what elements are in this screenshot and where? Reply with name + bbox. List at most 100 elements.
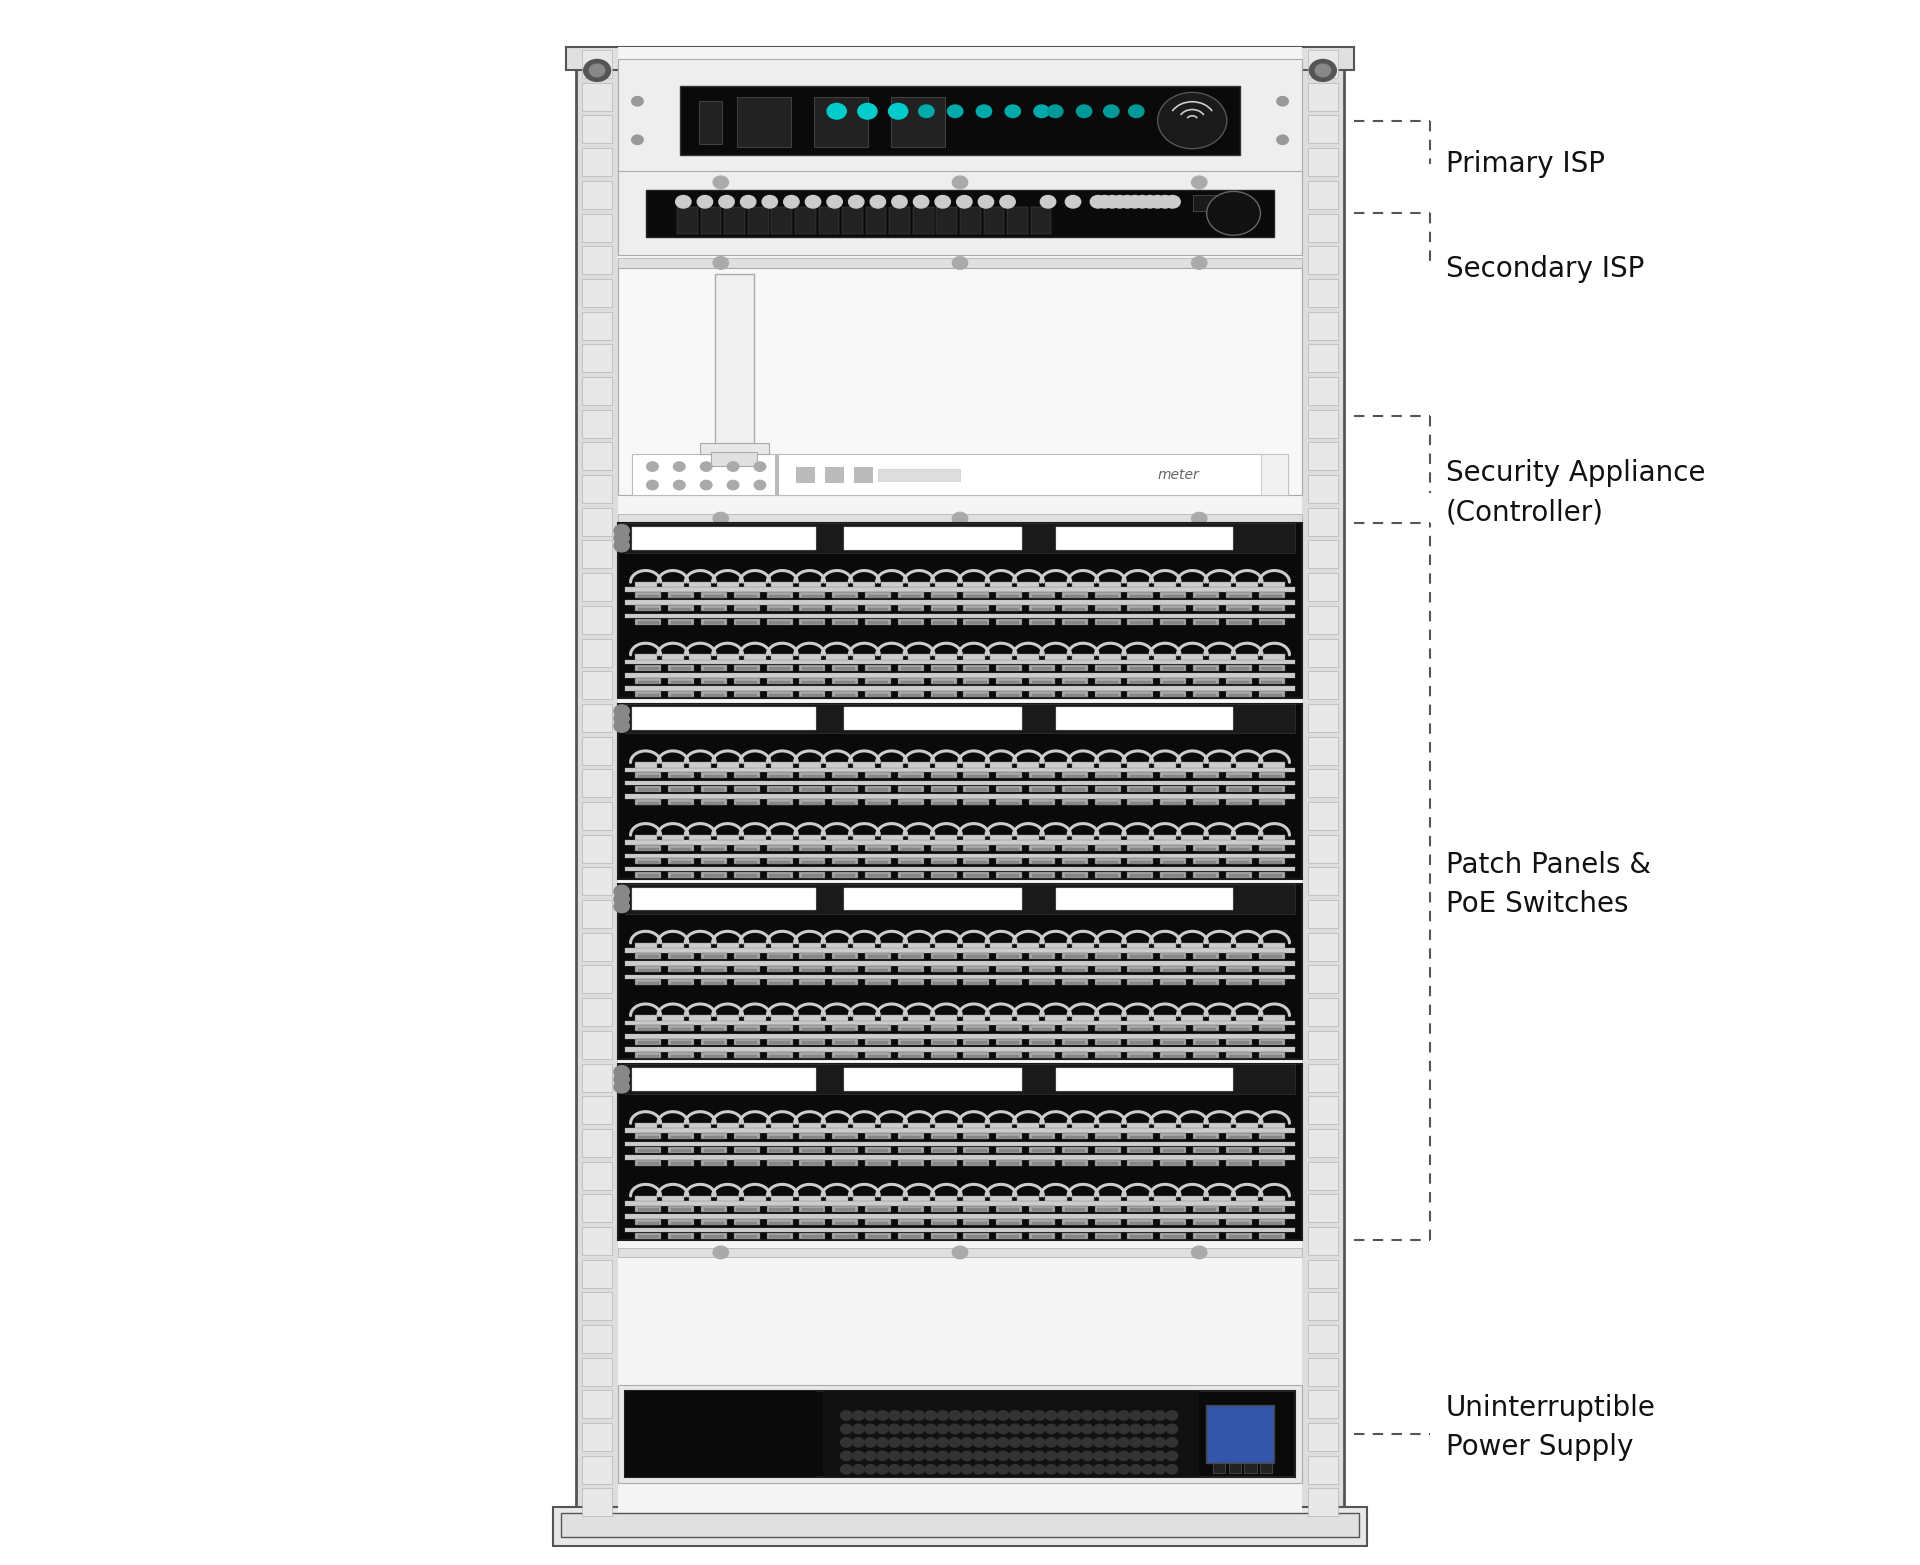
Bar	[803, 667, 822, 670]
Bar	[636, 966, 660, 972]
Bar	[1164, 1136, 1183, 1139]
Bar	[733, 980, 760, 986]
Bar	[1192, 980, 1219, 986]
Bar	[852, 1124, 876, 1128]
Bar	[1229, 801, 1250, 804]
Circle shape	[712, 177, 728, 189]
Bar	[868, 1163, 889, 1166]
Bar	[908, 654, 929, 660]
Bar	[831, 606, 858, 612]
Bar	[701, 773, 728, 778]
Bar	[1056, 1067, 1233, 1091]
Circle shape	[1041, 196, 1056, 208]
Bar	[831, 872, 858, 878]
Bar	[1229, 1041, 1250, 1044]
Bar	[670, 775, 691, 778]
Bar	[966, 1055, 987, 1058]
Bar	[1261, 775, 1283, 778]
Circle shape	[900, 1451, 912, 1460]
Bar	[1229, 1163, 1250, 1166]
Bar	[1192, 966, 1219, 972]
Bar	[670, 1149, 691, 1152]
Circle shape	[985, 1438, 996, 1448]
Bar	[582, 671, 612, 700]
Bar	[1308, 1423, 1338, 1451]
Bar	[1261, 1055, 1283, 1058]
Circle shape	[1010, 1451, 1021, 1460]
Bar	[733, 1160, 760, 1166]
Bar	[1196, 861, 1215, 864]
Bar	[582, 573, 612, 601]
Bar	[1181, 1124, 1204, 1128]
Bar	[900, 693, 922, 696]
Bar	[803, 875, 822, 878]
Circle shape	[1154, 1438, 1165, 1448]
Bar	[670, 1163, 691, 1166]
Bar	[1127, 1052, 1154, 1058]
Bar	[814, 97, 868, 147]
Bar	[637, 667, 659, 670]
Bar	[1225, 618, 1252, 624]
Circle shape	[925, 1465, 937, 1474]
Bar	[1181, 1016, 1204, 1020]
Bar	[1229, 848, 1250, 850]
Bar	[826, 1124, 849, 1128]
Bar	[772, 834, 793, 840]
Bar	[1225, 592, 1252, 598]
Bar	[1192, 1160, 1219, 1166]
Bar	[799, 606, 826, 612]
Bar	[626, 793, 1294, 798]
Bar	[900, 789, 922, 792]
Bar	[701, 207, 722, 235]
Bar	[1098, 801, 1117, 804]
Bar	[582, 900, 612, 928]
Bar	[966, 1028, 987, 1031]
Bar	[933, 1163, 954, 1166]
Bar	[1131, 848, 1150, 850]
Circle shape	[852, 1465, 864, 1474]
Bar	[632, 527, 816, 549]
Bar	[868, 1055, 889, 1058]
Circle shape	[985, 1451, 996, 1460]
Circle shape	[864, 1438, 876, 1448]
Bar	[931, 1133, 956, 1139]
Bar	[998, 693, 1020, 696]
Circle shape	[1127, 196, 1142, 208]
Circle shape	[900, 1424, 912, 1434]
Bar	[1192, 800, 1219, 804]
Bar	[745, 1124, 766, 1128]
Bar	[1100, 834, 1121, 840]
Bar	[636, 1160, 660, 1166]
Bar	[733, 1233, 760, 1238]
Bar	[1225, 800, 1252, 804]
Circle shape	[584, 59, 611, 81]
Bar	[1094, 1052, 1121, 1058]
Bar	[626, 1128, 1294, 1133]
Circle shape	[841, 1451, 852, 1460]
Bar	[668, 665, 695, 671]
Bar	[737, 1163, 756, 1166]
Bar	[799, 980, 826, 986]
Bar	[1127, 1207, 1154, 1211]
Bar	[881, 654, 902, 660]
Bar	[831, 1133, 858, 1139]
Bar	[626, 1214, 1294, 1219]
Bar	[868, 848, 889, 850]
Bar	[1062, 872, 1089, 878]
Bar	[933, 848, 954, 850]
Bar	[931, 859, 956, 864]
Circle shape	[900, 1410, 912, 1419]
Bar	[1029, 606, 1054, 612]
Circle shape	[712, 257, 728, 269]
Bar	[670, 955, 691, 958]
Bar	[770, 861, 789, 864]
Bar	[582, 737, 612, 765]
Bar	[637, 1028, 659, 1031]
Bar	[866, 1039, 891, 1045]
Bar	[931, 1147, 956, 1152]
Bar	[866, 1147, 891, 1152]
Bar	[637, 693, 659, 696]
Bar	[1210, 1124, 1231, 1128]
Bar	[1098, 775, 1117, 778]
Bar	[966, 667, 987, 670]
